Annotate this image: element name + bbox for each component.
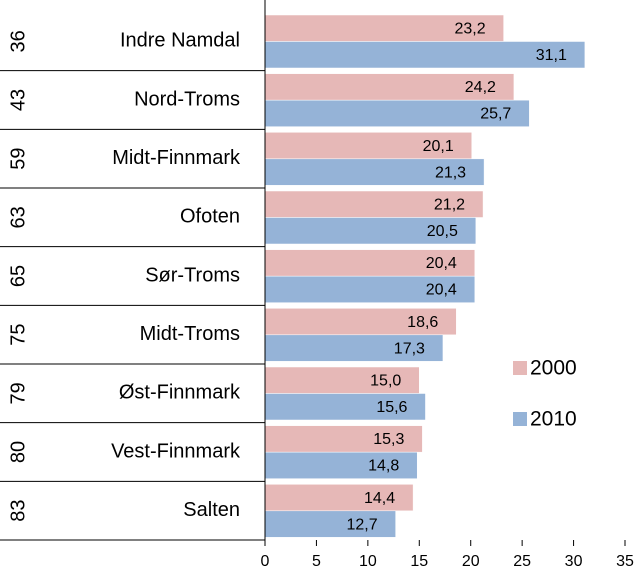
legend-swatch <box>513 361 527 375</box>
category-label: Ofoten <box>180 206 240 228</box>
x-tick-label: 15 <box>410 553 428 570</box>
bar <box>264 190 484 218</box>
x-tick-label: 10 <box>359 553 377 570</box>
value-label: 17,3 <box>394 340 425 357</box>
value-label: 25,7 <box>480 106 511 123</box>
category-label: Vest-Finnmark <box>111 440 241 462</box>
rank-label: 80 <box>7 441 29 463</box>
value-label: 18,6 <box>407 314 438 331</box>
rank-label: 59 <box>7 148 29 170</box>
category-label: Midt-Finnmark <box>112 147 241 169</box>
value-label: 20,4 <box>426 282 457 299</box>
legend-swatch <box>513 412 527 426</box>
category-label: Øst-Finnmark <box>119 382 241 404</box>
value-label: 21,2 <box>434 196 465 213</box>
value-label: 20,1 <box>423 138 454 155</box>
category-label: Salten <box>183 499 240 521</box>
bar <box>264 425 423 453</box>
bar <box>264 510 396 538</box>
legend-label: 2010 <box>530 408 577 431</box>
bar <box>264 249 476 277</box>
bar <box>264 217 477 245</box>
x-tick-label: 30 <box>565 553 583 570</box>
bar <box>264 366 420 394</box>
value-label: 21,3 <box>435 164 466 181</box>
value-label: 14,8 <box>368 458 399 475</box>
rank-label: 63 <box>7 206 29 228</box>
value-label: 31,1 <box>536 47 567 64</box>
category-label: Midt-Troms <box>140 323 240 345</box>
x-tick-label: 20 <box>462 553 480 570</box>
rank-label: 83 <box>7 500 29 522</box>
bar <box>264 451 418 479</box>
value-label: 20,4 <box>426 255 457 272</box>
x-tick-label: 5 <box>312 553 321 570</box>
x-tick-label: 35 <box>616 553 634 570</box>
bar <box>264 334 444 362</box>
bar <box>264 41 586 69</box>
bar <box>264 484 414 512</box>
value-label: 15,6 <box>376 399 407 416</box>
value-label: 15,0 <box>370 372 401 389</box>
category-label: Nord-Troms <box>134 88 240 110</box>
bar <box>264 308 457 336</box>
value-label: 15,3 <box>373 431 404 448</box>
category-label: Indre Namdal <box>120 30 240 52</box>
bar <box>264 275 476 303</box>
category-label: Sør-Troms <box>145 264 240 286</box>
rank-label: 75 <box>7 324 29 346</box>
bar <box>264 158 485 186</box>
value-label: 12,7 <box>346 516 377 533</box>
rank-label: 43 <box>7 89 29 111</box>
rank-label: 79 <box>7 382 29 404</box>
rank-label: 36 <box>7 30 29 52</box>
legend-label: 2000 <box>530 357 577 380</box>
bar <box>264 393 426 421</box>
value-label: 14,4 <box>364 490 395 507</box>
x-tick-label: 25 <box>513 553 531 570</box>
value-label: 24,2 <box>465 79 496 96</box>
value-label: 20,5 <box>427 223 458 240</box>
value-label: 23,2 <box>454 20 485 37</box>
x-tick-label: 0 <box>261 553 270 570</box>
rank-label: 65 <box>7 265 29 287</box>
